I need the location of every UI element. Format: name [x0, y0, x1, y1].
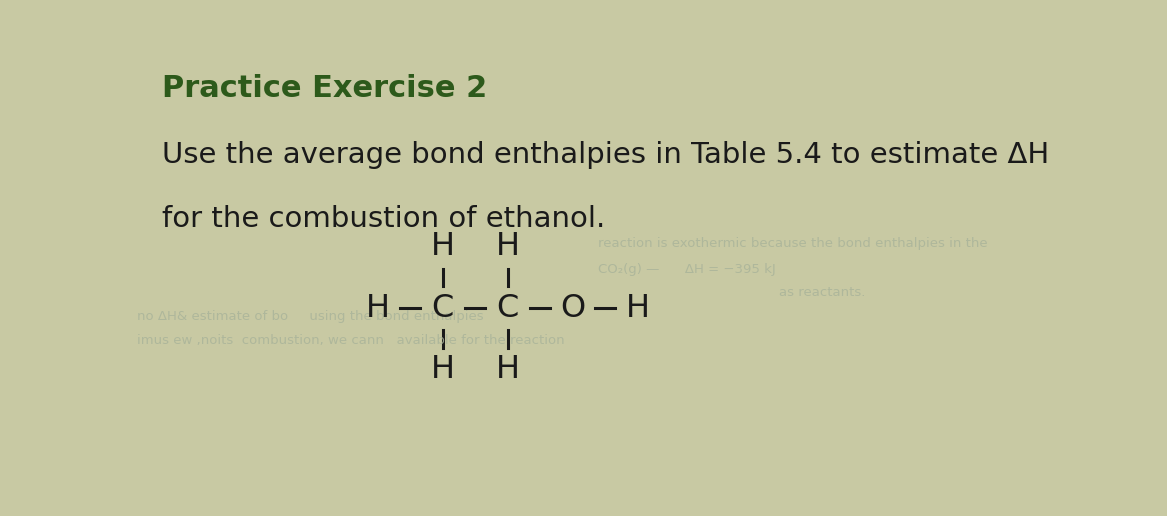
Text: H: H [496, 231, 519, 262]
Text: H: H [496, 354, 519, 385]
Text: H: H [431, 354, 454, 385]
Text: for the combustion of ethanol.: for the combustion of ethanol. [162, 205, 606, 233]
Text: Use the average bond enthalpies in Table 5.4 to estimate ΔH: Use the average bond enthalpies in Table… [162, 141, 1049, 169]
Text: reaction is exothermic because the bond enthalpies in the: reaction is exothermic because the bond … [598, 237, 987, 250]
Text: O: O [560, 293, 586, 324]
Text: as reactants.: as reactants. [780, 286, 866, 299]
Text: C: C [496, 293, 519, 324]
Text: H: H [365, 293, 390, 324]
Text: CO₂(g) —      ΔH = −395 kJ: CO₂(g) — ΔH = −395 kJ [598, 263, 776, 276]
Text: C: C [432, 293, 454, 324]
Text: imus ew ,noits  combustion, we cann   available for the reaction: imus ew ,noits combustion, we cann avail… [137, 334, 565, 347]
Text: no ΔH& estimate of bo     using the bond enthalpies: no ΔH& estimate of bo using the bond ent… [137, 310, 483, 323]
Text: H: H [626, 293, 650, 324]
Text: H: H [431, 231, 454, 262]
Text: Practice Exercise 2: Practice Exercise 2 [162, 74, 488, 103]
